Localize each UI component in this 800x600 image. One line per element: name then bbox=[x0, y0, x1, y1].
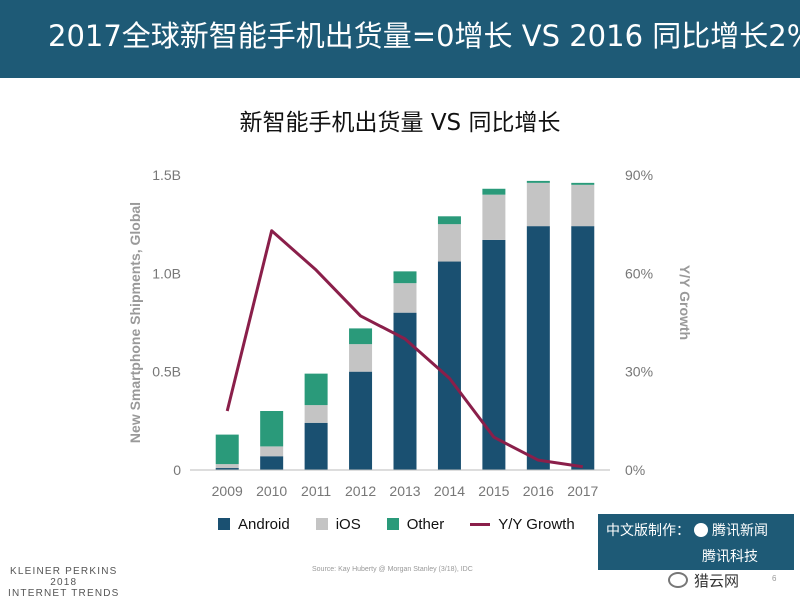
x-tick-label: 2013 bbox=[389, 483, 420, 499]
bar-ios bbox=[393, 283, 417, 313]
bar-other bbox=[393, 271, 417, 284]
bar-android bbox=[304, 422, 328, 470]
y-tick-label: 0.5B bbox=[152, 364, 181, 380]
bar-ios bbox=[304, 405, 328, 423]
bar-ios bbox=[437, 224, 461, 262]
wechat-label: 猎云网 bbox=[694, 572, 740, 590]
y2-tick-label: 60% bbox=[625, 265, 653, 281]
bar-android bbox=[526, 226, 550, 470]
x-tick-label: 2009 bbox=[212, 483, 243, 499]
source-note: Source: Kay Huberty @ Morgan Stanley (3/… bbox=[312, 566, 473, 573]
y2-tick-label: 90% bbox=[625, 167, 653, 183]
legend-swatch-ios bbox=[315, 518, 328, 530]
legend-swatch-other bbox=[386, 518, 399, 530]
bar-other bbox=[260, 411, 284, 447]
legend-label-android: Android bbox=[238, 515, 290, 533]
bar-ios bbox=[482, 194, 506, 240]
bar-android bbox=[215, 468, 239, 470]
y2-axis-title: Y/Y Growth bbox=[677, 265, 693, 340]
slide-title: 2017全球新智能手机出货量=0增长 VS 2016 同比增长2% bbox=[48, 19, 800, 53]
bar-ios bbox=[349, 344, 373, 372]
page-number: 6 bbox=[772, 574, 777, 583]
bar-other bbox=[349, 328, 373, 345]
legend-item-ios: iOS bbox=[315, 515, 361, 533]
bar-other bbox=[482, 188, 506, 195]
tencent-news-icon bbox=[694, 523, 708, 537]
wechat-tag: 猎云网 bbox=[668, 570, 739, 591]
cn-brand: 腾讯新闻 bbox=[712, 523, 768, 539]
bar-android bbox=[482, 239, 506, 470]
tencent-brand-box: 中文版制作： 腾讯新闻 腾讯科技 bbox=[598, 514, 794, 570]
bar-ios bbox=[260, 446, 284, 457]
bar-ios bbox=[215, 464, 239, 469]
y-axis-title: New Smartphone Shipments, Global bbox=[127, 202, 143, 443]
brand-line-1: 中文版制作： 腾讯新闻 bbox=[606, 520, 768, 540]
y-tick-label: 1.0B bbox=[152, 265, 181, 281]
cn-label: 中文版制作： bbox=[606, 523, 690, 539]
cn-brand-2: 腾讯科技 bbox=[702, 549, 758, 565]
x-tick-label: 2012 bbox=[345, 483, 376, 499]
legend-label-growth: Y/Y Growth bbox=[498, 515, 575, 533]
bar-android bbox=[437, 261, 461, 470]
legend-item-growth: Y/Y Growth bbox=[470, 515, 575, 533]
legend-swatch-android bbox=[218, 518, 230, 530]
x-tick-label: 2015 bbox=[478, 483, 509, 499]
y-tick-label: 1.5B bbox=[152, 167, 181, 183]
bar-other bbox=[437, 216, 461, 225]
bar-android bbox=[260, 456, 284, 470]
legend-swatch-growth bbox=[470, 522, 491, 526]
y2-tick-label: 0% bbox=[625, 462, 645, 478]
x-tick-label: 2017 bbox=[567, 483, 598, 499]
bar-other bbox=[571, 182, 595, 185]
chart-legend: Android iOS Other Y/Y Growth bbox=[218, 512, 575, 536]
footer-brand-line-3: INTERNET TRENDS bbox=[8, 588, 120, 599]
x-tick-label: 2010 bbox=[256, 483, 287, 499]
kpcb-logo-text: KLEINER PERKINS 2018 INTERNET TRENDS bbox=[8, 566, 120, 599]
bar-android bbox=[571, 226, 595, 470]
x-tick-label: 2014 bbox=[434, 483, 465, 499]
growth-line bbox=[225, 229, 583, 469]
bar-android bbox=[349, 371, 373, 470]
bar-ios bbox=[571, 184, 595, 227]
bar-other bbox=[215, 434, 239, 465]
bar-other bbox=[526, 180, 550, 183]
y-tick-label: 0 bbox=[173, 462, 181, 478]
footer-brand-line-2: 2018 bbox=[50, 577, 78, 588]
y2-tick-label: 30% bbox=[625, 364, 653, 380]
legend-label-ios: iOS bbox=[335, 515, 361, 533]
legend-item-android: Android bbox=[218, 516, 290, 533]
footer-brand-line-1: KLEINER PERKINS bbox=[10, 566, 118, 577]
bar-ios bbox=[526, 182, 550, 227]
x-tick-label: 2016 bbox=[523, 483, 554, 499]
legend-label-other: Other bbox=[406, 515, 445, 533]
slide-header: 2017全球新智能手机出货量=0增长 VS 2016 同比增长2% bbox=[0, 0, 800, 78]
bar-android bbox=[393, 312, 417, 470]
wechat-icon bbox=[668, 572, 688, 588]
legend-item-other: Other bbox=[386, 515, 445, 533]
x-tick-label: 2011 bbox=[301, 483, 331, 499]
bar-other bbox=[304, 373, 328, 406]
chart-title: 新智能手机出货量 VS 同比增长 bbox=[239, 110, 561, 136]
